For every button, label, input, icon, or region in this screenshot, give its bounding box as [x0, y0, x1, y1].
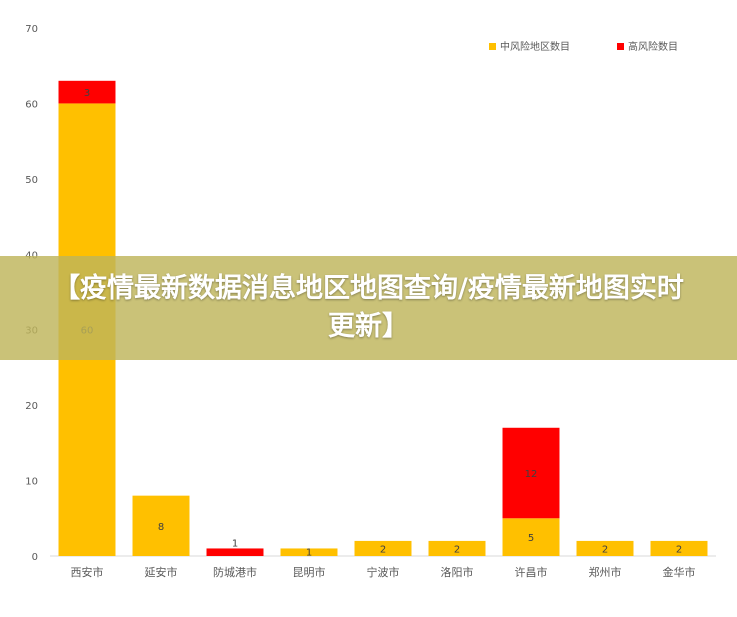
y-tick-label: 60	[25, 99, 38, 110]
x-tick-label: 昆明市	[293, 565, 326, 579]
y-tick-label: 20	[25, 401, 38, 412]
banner-title: 【疫情最新数据消息地区地图查询/疫情最新地图实时更新】	[53, 273, 684, 342]
y-tick-label: 10	[25, 477, 38, 488]
bar-high-risk	[502, 427, 560, 519]
x-tick-label: 宁波市	[367, 565, 400, 579]
x-tick-label: 郑州市	[589, 565, 622, 579]
legend-swatch	[617, 43, 624, 50]
bar-medium-risk	[650, 540, 708, 556]
legend-label: 中风险地区数目	[500, 40, 570, 53]
legend-label: 高风险数目	[628, 40, 678, 53]
data-label: 5	[528, 533, 534, 544]
y-tick-label: 0	[32, 552, 38, 563]
data-label: 1	[306, 547, 312, 558]
data-label: 2	[676, 544, 682, 555]
bar-medium-risk	[428, 540, 486, 556]
data-label: 1	[232, 538, 238, 549]
x-tick-label: 洛阳市	[441, 565, 474, 579]
data-label: 8	[158, 522, 164, 533]
bar-medium-risk	[354, 540, 412, 556]
y-tick-label: 40	[25, 250, 38, 261]
bar-medium-risk	[280, 548, 338, 556]
x-tick-label: 延安市	[145, 565, 178, 579]
bar-medium-risk	[132, 495, 190, 556]
x-tick-label: 许昌市	[515, 565, 548, 579]
data-label: 2	[602, 544, 608, 555]
data-label: 2	[454, 544, 460, 555]
bar-high-risk	[58, 80, 116, 104]
y-tick-label: 50	[25, 175, 38, 186]
y-tick-label: 70	[25, 24, 38, 35]
bar-medium-risk	[576, 540, 634, 556]
data-label: 12	[525, 469, 538, 480]
legend: 中风险地区数目 高风险数目	[489, 40, 678, 53]
x-tick-label: 西安市	[71, 565, 104, 579]
data-label: 2	[380, 544, 386, 555]
x-tick-label: 防城港市	[213, 565, 257, 579]
data-label: 3	[84, 88, 90, 99]
bar-high-risk	[206, 548, 264, 556]
bar-medium-risk	[502, 518, 560, 556]
x-tick-label: 金华市	[663, 565, 696, 579]
legend-swatch	[489, 43, 496, 50]
x-axis-categories: 西安市 延安市 防城港市 昆明市 宁波市 洛阳市 许昌市 郑州市 金华市	[71, 565, 696, 579]
title-banner: 【疫情最新数据消息地区地图查询/疫情最新地图实时更新】	[0, 256, 737, 360]
